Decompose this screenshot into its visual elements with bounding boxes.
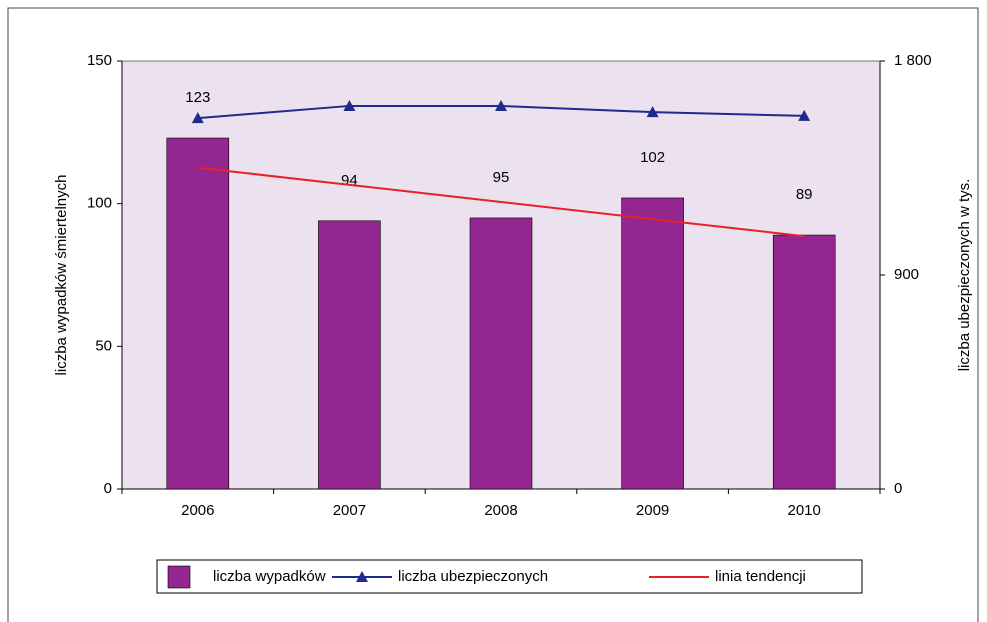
bar (772, 234, 836, 490)
y-axis-label: liczba wypadków śmiertelnych (53, 175, 70, 376)
bar (318, 220, 381, 490)
marker (798, 109, 811, 121)
legend-marker (356, 571, 368, 582)
bar (621, 197, 684, 490)
y-tick-label: 100 (87, 195, 112, 212)
y-tick-label: 50 (95, 337, 112, 354)
y-tick-label: 0 (104, 480, 112, 497)
bar (166, 137, 230, 490)
x-tick-label: 2006 (181, 502, 214, 519)
line (197, 166, 805, 238)
y2-tick-label: 900 (894, 266, 919, 283)
legend-swatch (167, 565, 191, 589)
data-label: 123 (185, 89, 210, 106)
legend-label: liczba ubezpieczonych (398, 568, 548, 585)
x-tick-label: 2007 (333, 502, 366, 519)
legend-label: liczba wypadków (213, 568, 326, 585)
x-tick-label: 2008 (484, 502, 517, 519)
data-label: 89 (796, 186, 813, 203)
y2-tick-label: 1 800 (894, 52, 932, 69)
marker (495, 99, 507, 111)
x-tick-label: 2010 (788, 502, 821, 519)
legend-label: linia tendencji (715, 568, 806, 585)
marker (646, 106, 659, 118)
marker (343, 99, 356, 111)
frame (7, 7, 979, 622)
y2-axis-label: liczba ubezpieczonych w tys. (956, 179, 973, 372)
x-tick-label: 2009 (636, 502, 669, 519)
y-tick-label: 150 (87, 52, 112, 69)
data-label: 102 (640, 149, 665, 166)
bar (469, 217, 533, 490)
y2-tick-label: 0 (894, 480, 902, 497)
data-label: 95 (493, 169, 510, 186)
marker (191, 112, 204, 124)
legend-box (156, 559, 863, 594)
